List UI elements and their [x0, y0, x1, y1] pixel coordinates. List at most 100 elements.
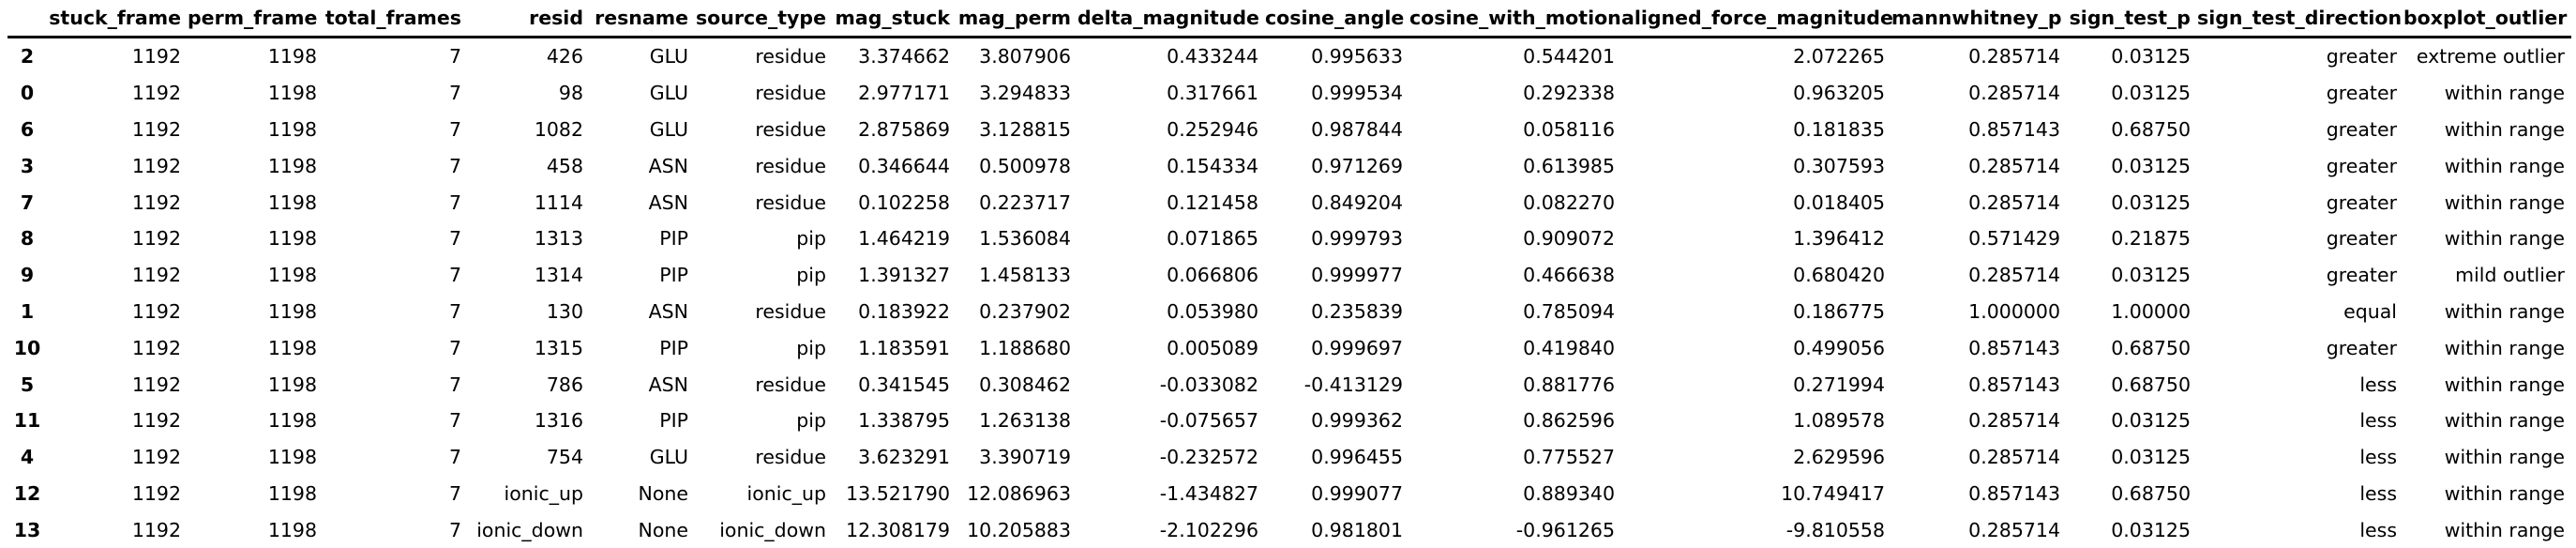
cell-mag-perm: 3.294833 — [957, 75, 1077, 112]
cell-total-frames: 7 — [324, 403, 468, 439]
cell-sign-test-p: 0.03125 — [2067, 147, 2197, 184]
cell-cosine-angle: 0.999977 — [1265, 257, 1409, 294]
cell-sign-test-direction: greater — [2197, 329, 2403, 366]
cell-mag-perm: 0.500978 — [957, 147, 1077, 184]
dataframe-table-container: stuck_frame perm_frame total_frames resi… — [8, 0, 2571, 548]
cell-resid: ionic_up — [468, 476, 590, 512]
cell-source-type: residue — [695, 112, 833, 148]
cell-perm-frame: 1198 — [188, 403, 324, 439]
row-index: 3 — [8, 147, 47, 184]
cell-mag-perm: 1.536084 — [957, 221, 1077, 257]
cell-sign-test-direction: greater — [2197, 38, 2403, 75]
cell-sign-test-p: 0.03125 — [2067, 38, 2197, 75]
cell-boxplot-outlier: mild outlier — [2403, 257, 2571, 294]
cell-sign-test-direction: equal — [2197, 294, 2403, 330]
cell-mag-perm: 1.188680 — [957, 329, 1077, 366]
cell-stuck-frame: 1192 — [47, 147, 188, 184]
cell-mannwhitney-p: 0.857143 — [1891, 476, 2067, 512]
cell-mag-stuck: 1.338795 — [833, 403, 957, 439]
cell-source-type: ionic_down — [695, 511, 833, 548]
cell-mag-stuck: 0.102258 — [833, 184, 957, 221]
col-header-stuck-frame: stuck_frame — [47, 0, 188, 38]
cell-aligned-force-magnitude: 0.271994 — [1621, 366, 1891, 403]
cell-resname: ASN — [590, 294, 695, 330]
cell-cosine-with-motion: -0.961265 — [1409, 511, 1621, 548]
cell-sign-test-p: 0.03125 — [2067, 184, 2197, 221]
cell-stuck-frame: 1192 — [47, 38, 188, 75]
cell-resname: GLU — [590, 439, 695, 476]
cell-sign-test-p: 0.03125 — [2067, 439, 2197, 476]
cell-perm-frame: 1198 — [188, 75, 324, 112]
cell-mannwhitney-p: 0.285714 — [1891, 257, 2067, 294]
cell-delta-magnitude: 0.433244 — [1077, 38, 1265, 75]
col-header-perm-frame: perm_frame — [188, 0, 324, 38]
cell-aligned-force-magnitude: 0.181835 — [1621, 112, 1891, 148]
dataframe-table: stuck_frame perm_frame total_frames resi… — [8, 0, 2571, 548]
cell-cosine-with-motion: 0.058116 — [1409, 112, 1621, 148]
col-header-aligned-force-magnitude: aligned_force_magnitude — [1621, 0, 1891, 38]
cell-resid: 98 — [468, 75, 590, 112]
cell-total-frames: 7 — [324, 184, 468, 221]
cell-mag-perm: 0.308462 — [957, 366, 1077, 403]
cell-mannwhitney-p: 0.285714 — [1891, 511, 2067, 548]
cell-stuck-frame: 1192 — [47, 294, 188, 330]
cell-resid: 1313 — [468, 221, 590, 257]
cell-perm-frame: 1198 — [188, 221, 324, 257]
cell-total-frames: 7 — [324, 366, 468, 403]
cell-stuck-frame: 1192 — [47, 329, 188, 366]
cell-total-frames: 7 — [324, 257, 468, 294]
cell-resid: 786 — [468, 366, 590, 403]
cell-sign-test-direction: greater — [2197, 184, 2403, 221]
cell-cosine-angle: 0.849204 — [1265, 184, 1409, 221]
cell-delta-magnitude: -0.075657 — [1077, 403, 1265, 439]
cell-delta-magnitude: -2.102296 — [1077, 511, 1265, 548]
cell-stuck-frame: 1192 — [47, 221, 188, 257]
cell-delta-magnitude: 0.317661 — [1077, 75, 1265, 112]
cell-resname: PIP — [590, 221, 695, 257]
cell-total-frames: 7 — [324, 511, 468, 548]
cell-sign-test-direction: less — [2197, 403, 2403, 439]
cell-mag-perm: 3.390719 — [957, 439, 1077, 476]
cell-source-type: pip — [695, 221, 833, 257]
col-header-resid: resid — [468, 0, 590, 38]
cell-perm-frame: 1198 — [188, 184, 324, 221]
cell-sign-test-p: 0.21875 — [2067, 221, 2197, 257]
cell-mag-stuck: 0.183922 — [833, 294, 957, 330]
cell-mannwhitney-p: 0.285714 — [1891, 184, 2067, 221]
cell-mannwhitney-p: 0.285714 — [1891, 147, 2067, 184]
row-index: 0 — [8, 75, 47, 112]
col-header-cosine-with-motion: cosine_with_motion — [1409, 0, 1621, 38]
cell-cosine-with-motion: 0.466638 — [1409, 257, 1621, 294]
cell-resid: ionic_down — [468, 511, 590, 548]
cell-aligned-force-magnitude: 0.499056 — [1621, 329, 1891, 366]
cell-aligned-force-magnitude: 0.963205 — [1621, 75, 1891, 112]
cell-perm-frame: 1198 — [188, 257, 324, 294]
cell-sign-test-p: 0.03125 — [2067, 511, 2197, 548]
cell-cosine-angle: 0.981801 — [1265, 511, 1409, 548]
cell-resname: PIP — [590, 403, 695, 439]
cell-cosine-with-motion: 0.419840 — [1409, 329, 1621, 366]
col-header-mag-perm: mag_perm — [957, 0, 1077, 38]
cell-resname: GLU — [590, 112, 695, 148]
cell-mag-perm: 0.223717 — [957, 184, 1077, 221]
cell-source-type: residue — [695, 75, 833, 112]
cell-sign-test-direction: less — [2197, 476, 2403, 512]
cell-stuck-frame: 1192 — [47, 439, 188, 476]
cell-source-type: pip — [695, 403, 833, 439]
cell-cosine-with-motion: 0.889340 — [1409, 476, 1621, 512]
cell-boxplot-outlier: within range — [2403, 294, 2571, 330]
row-index: 9 — [8, 257, 47, 294]
cell-delta-magnitude: -0.232572 — [1077, 439, 1265, 476]
cell-aligned-force-magnitude: 1.396412 — [1621, 221, 1891, 257]
cell-source-type: residue — [695, 184, 833, 221]
cell-mag-stuck: 3.374662 — [833, 38, 957, 75]
col-header-sign-test-p: sign_test_p — [2067, 0, 2197, 38]
cell-mag-stuck: 3.623291 — [833, 439, 957, 476]
